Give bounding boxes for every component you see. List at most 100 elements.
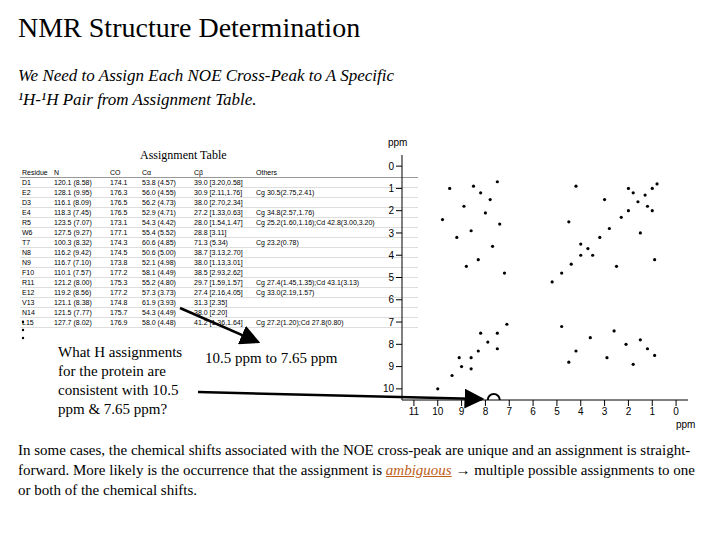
svg-text:10: 10	[383, 383, 395, 394]
svg-text:8: 8	[483, 406, 489, 417]
html-text:120.1 (8.58): 120.1 (8.58)	[54, 179, 92, 186]
svg-text:3: 3	[388, 228, 394, 239]
html-text:10.5 ppm to 7.65 ppm: 10.5 ppm to 7.65 ppm	[205, 350, 338, 366]
svg-text:8: 8	[388, 339, 394, 350]
html-text:Cg 23.2(0.78): Cg 23.2(0.78)	[256, 239, 299, 246]
svg-text:7: 7	[388, 317, 394, 328]
html-text:58.1 (4.49): 58.1 (4.49)	[142, 269, 176, 276]
html-text:116.1 (8.09): 116.1 (8.09)	[54, 199, 92, 206]
html-text:39.0 [3.20,0.58]: 39.0 [3.20,0.58]	[194, 179, 243, 186]
svg-text:0: 0	[673, 406, 679, 417]
html-text:R5: R5	[22, 219, 31, 226]
html-text:Cg 27.4(1.45,1.35);Cd 43.1(3.1: Cg 27.4(1.45,1.35);Cd 43.1(3.13)	[256, 279, 360, 286]
html-text:174.3: 174.3	[110, 239, 128, 246]
html-text:55.4 (5.52): 55.4 (5.52)	[142, 229, 176, 236]
html-text:D1: D1	[22, 179, 31, 186]
html-text:T7: T7	[22, 239, 31, 246]
svg-text:6: 6	[530, 406, 536, 417]
html-text:100.3 (8.32): 100.3 (8.32)	[54, 239, 92, 246]
svg-text:5: 5	[388, 272, 394, 283]
html-text:28.0 [1.54,1.47]: 28.0 [1.54,1.47]	[194, 219, 243, 226]
svg-text:1: 1	[649, 406, 655, 417]
html-text:53.8 (4.57): 53.8 (4.57)	[142, 179, 176, 186]
html-text:116.7 (7.10): 116.7 (7.10)	[54, 259, 92, 266]
html-text:What H assignments: What H assignments	[58, 344, 183, 360]
svg-text:9: 9	[459, 406, 465, 417]
html-text:127.5 (9.27): 127.5 (9.27)	[54, 229, 92, 236]
html-text:¹H-¹H Pair from Assignment Tab: ¹H-¹H Pair from Assignment Table.	[18, 90, 257, 109]
html-text:54.3 (4.42): 54.3 (4.42)	[142, 219, 176, 226]
html-text:175.3: 175.3	[110, 279, 128, 286]
html-text:ppm: ppm	[676, 419, 696, 430]
html-text:Residue: Residue	[22, 169, 48, 176]
html-text:176.3: 176.3	[110, 189, 128, 196]
html-text:Cα: Cα	[142, 169, 152, 176]
svg-text:11: 11	[409, 406, 420, 417]
html-text:177.1: 177.1	[110, 229, 128, 236]
svg-text:4: 4	[578, 406, 584, 417]
html-text:for the protein are: for the protein are	[58, 363, 166, 379]
html-text:Cg 25.2(1.60,1.16);Cd 42.8(3.0: Cg 25.2(1.60,1.16);Cd 42.8(3.00,3.20)	[256, 219, 375, 226]
html-text:176.5: 176.5	[110, 209, 128, 216]
html-text:ppm: ppm	[388, 137, 408, 148]
html-text:Cg 34.8(2.57,1.76): Cg 34.8(2.57,1.76)	[256, 209, 315, 216]
html-text:173.8: 173.8	[110, 259, 128, 266]
html-text:71.3 (5.34): 71.3 (5.34)	[194, 239, 228, 246]
html-text:174.1: 174.1	[110, 179, 128, 186]
html-text:N8: N8	[22, 249, 31, 256]
svg-text:3: 3	[602, 406, 608, 417]
html-text:F10: F10	[22, 269, 35, 276]
html-text:56.0 (4.55): 56.0 (4.55)	[142, 189, 176, 196]
html-text:In some cases, the chemical sh: In some cases, the chemical shifts assoc…	[18, 442, 695, 498]
html-text:W6: W6	[22, 229, 33, 236]
html-text:Assignment Table: Assignment Table	[140, 148, 227, 162]
svg-text:6: 6	[388, 294, 394, 305]
html-text:N9: N9	[22, 259, 31, 266]
html-text:56.2 (4.73): 56.2 (4.73)	[142, 199, 176, 206]
html-text:We Need to Assign Each NOE Cro: We Need to Assign Each NOE Cross-Peak to…	[18, 66, 394, 85]
html-text:29.7 [1.59,1.57]: 29.7 [1.59,1.57]	[194, 279, 243, 286]
html-text:38.5 [2.93,2.62]: 38.5 [2.93,2.62]	[194, 269, 243, 276]
html-text:CO: CO	[110, 169, 121, 176]
html-text:123.5 (7.07): 123.5 (7.07)	[54, 219, 92, 226]
svg-text:1: 1	[388, 183, 394, 194]
html-text:38.7 [3.13,2.70]: 38.7 [3.13,2.70]	[194, 249, 243, 256]
html-text:Others: Others	[256, 169, 277, 176]
html-text:116.2 (9.42): 116.2 (9.42)	[54, 249, 92, 256]
html-text:121.2 (8.00): 121.2 (8.00)	[54, 279, 92, 286]
html-text:110.1 (7.57): 110.1 (7.57)	[54, 269, 92, 276]
html-text:128.1 (9.95): 128.1 (9.95)	[54, 189, 92, 196]
html-text:ppm & 7.65 ppm?: ppm & 7.65 ppm?	[58, 401, 168, 417]
html-text:R11: R11	[22, 279, 35, 286]
svg-text:4: 4	[388, 250, 394, 261]
svg-text:2: 2	[388, 205, 394, 216]
html-text:30.9 [2.11,1.76]: 30.9 [2.11,1.76]	[194, 189, 243, 196]
html-text:E4: E4	[22, 209, 31, 216]
html-text:174.5: 174.5	[110, 249, 128, 256]
html-text:52.1 (4.98): 52.1 (4.98)	[142, 259, 176, 266]
html-text:50.6 (5.00): 50.6 (5.00)	[142, 249, 176, 256]
html-text:27.2 [1.33,0.63]: 27.2 [1.33,0.63]	[194, 209, 243, 216]
html-text:D3: D3	[22, 199, 31, 206]
svg-text:2: 2	[626, 406, 632, 417]
html-text:60.6 (4.85): 60.6 (4.85)	[142, 239, 176, 246]
html-text:Cβ: Cβ	[194, 169, 204, 176]
svg-text:5: 5	[554, 406, 560, 417]
html-text:38.0 [1.13,3.01]: 38.0 [1.13,3.01]	[194, 259, 243, 266]
html-text:55.2 (4.80): 55.2 (4.80)	[142, 279, 176, 286]
html-text:38.0 [2.70,2.34]: 38.0 [2.70,2.34]	[194, 199, 243, 206]
svg-text:7: 7	[506, 406, 512, 417]
html-text:173.1: 173.1	[110, 219, 128, 226]
html-text:176.5: 176.5	[110, 199, 128, 206]
html-text:177.2: 177.2	[110, 269, 128, 276]
html-text:28.8 [3.11]: 28.8 [3.11]	[194, 229, 227, 236]
html-text:Cg 30.5(2.75,2.41): Cg 30.5(2.75,2.41)	[256, 189, 315, 196]
svg-text:9: 9	[388, 361, 394, 372]
html-text:NMR Structure Determination: NMR Structure Determination	[18, 12, 361, 43]
html-text:52.9 (4.71): 52.9 (4.71)	[142, 209, 176, 216]
svg-text:10: 10	[432, 406, 444, 417]
html-text:consistent with 10.5: consistent with 10.5	[58, 382, 179, 398]
html-text:E2: E2	[22, 189, 31, 196]
html-text:118.3 (7.45): 118.3 (7.45)	[54, 209, 92, 216]
svg-text:0: 0	[388, 161, 394, 172]
